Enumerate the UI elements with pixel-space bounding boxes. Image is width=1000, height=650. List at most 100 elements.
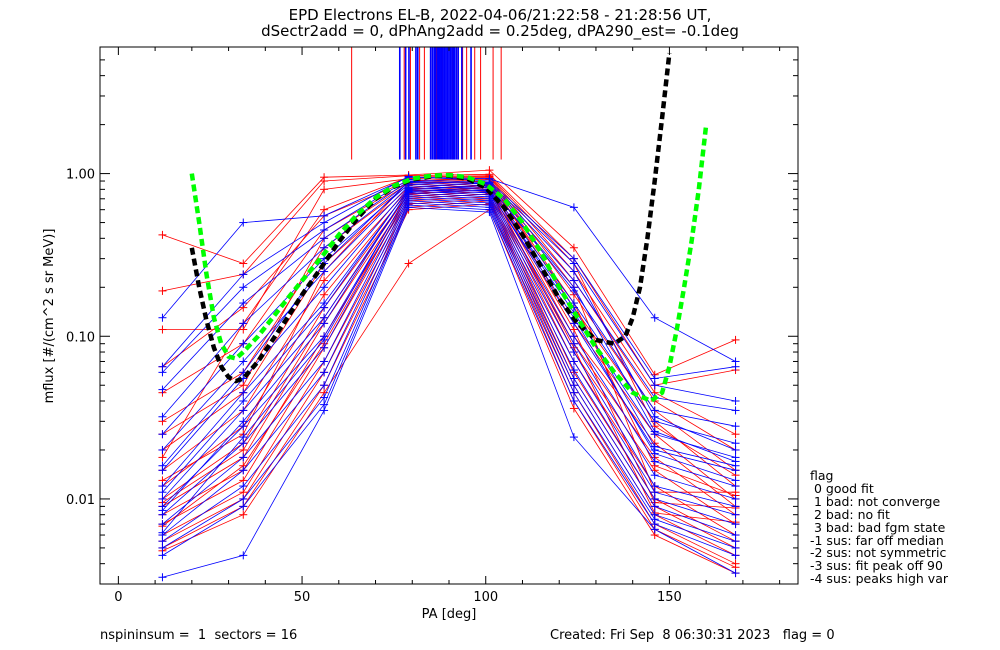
series-26-point-0 <box>158 412 167 421</box>
series-43-point-3 <box>404 188 413 197</box>
series-36-point-0 <box>158 537 167 546</box>
series-line-37 <box>162 202 736 549</box>
series-43-point-2 <box>320 335 329 344</box>
series-32-point-5 <box>569 348 578 357</box>
series-25-point-2 <box>320 234 329 243</box>
series-line-9 <box>162 188 736 525</box>
series-39-point-4 <box>485 208 494 217</box>
series-31-point-5 <box>569 339 578 348</box>
series-24-point-6 <box>650 381 659 390</box>
series-19-point-1 <box>239 381 248 390</box>
series-30-point-5 <box>569 332 578 341</box>
legend-item-3: 3 bad: bad fgm state <box>810 519 946 535</box>
series-43-point-7 <box>731 476 740 485</box>
chart-title-line1: EPD Electrons EL-B, 2022-04-06/21:22:58 … <box>288 6 712 24</box>
series-7-point-2 <box>320 276 329 285</box>
series-line-43 <box>162 191 736 533</box>
series-42-point-7 <box>731 461 740 470</box>
series-24-point-7 <box>731 396 740 405</box>
series-35-point-5 <box>569 374 578 383</box>
series-line-30 <box>162 188 736 487</box>
series-line-6 <box>162 182 736 500</box>
series-41-point-5 <box>569 283 578 292</box>
axis-layer: 0 50 100 150 0.01 0.10 1.00 <box>66 46 798 605</box>
series-line-0 <box>162 169 736 376</box>
series-43-point-1 <box>239 433 248 442</box>
series-25-point-0 <box>158 385 167 394</box>
series-42-point-2 <box>320 319 329 328</box>
series-31-point-6 <box>650 471 659 480</box>
series-39-point-1 <box>239 551 248 560</box>
series-line-23 <box>162 176 736 379</box>
series-42-point-0 <box>158 506 167 515</box>
x-tick-label-0: 0 <box>114 590 122 605</box>
series-line-33 <box>162 194 736 516</box>
series-34-point-0 <box>158 520 167 529</box>
series-1-point-0 <box>158 286 167 295</box>
series-line-24 <box>162 179 736 402</box>
footer-left: nspininsum = 1 sectors = 16 <box>100 628 298 643</box>
x-tick-label-2: 100 <box>473 590 498 605</box>
series-39-point-6 <box>650 525 659 534</box>
series-37-point-7 <box>731 543 740 552</box>
series-30-point-6 <box>650 457 659 466</box>
series-line-42 <box>162 189 736 511</box>
x-axis-label: PA [deg] <box>422 607 477 622</box>
series-line-39 <box>162 206 736 578</box>
green-fit-curve <box>189 124 709 404</box>
series-31-point-1 <box>239 406 248 415</box>
legend-item-0: 0 good fit <box>810 480 874 496</box>
legend-title: flag <box>810 468 834 483</box>
series-40-point-6 <box>650 412 659 421</box>
series-24-point-2 <box>320 226 329 235</box>
series-line-34 <box>162 196 736 525</box>
series-38-point-0 <box>158 551 167 560</box>
series-41-point-1 <box>239 396 248 405</box>
series-23-point-1 <box>239 270 248 279</box>
series-line-14 <box>162 200 736 565</box>
series-38-point-1 <box>239 502 248 511</box>
series-36-point-5 <box>569 381 578 390</box>
series-line-18 <box>162 175 736 476</box>
series-18-point-0 <box>158 453 167 462</box>
series-39-point-0 <box>158 573 167 582</box>
series-22-point-1 <box>239 218 248 227</box>
series-25-point-1 <box>239 299 248 308</box>
series-43-point-0 <box>158 528 167 537</box>
series-42-point-6 <box>650 442 659 451</box>
black-fit-curve <box>189 52 672 384</box>
series-0-point-7 <box>731 335 740 344</box>
series-33-point-5 <box>569 357 578 366</box>
series-line-35 <box>162 198 736 536</box>
series-31-point-7 <box>731 494 740 503</box>
series-28-point-0 <box>158 445 167 454</box>
series-39-point-3 <box>404 203 413 212</box>
series-40-point-0 <box>158 461 167 470</box>
series-28-point-2 <box>320 267 329 276</box>
series-34-point-2 <box>320 357 329 366</box>
series-27-point-7 <box>731 439 740 448</box>
series-34-point-7 <box>731 520 740 529</box>
series-36-point-7 <box>731 537 740 546</box>
series-line-5 <box>162 180 736 487</box>
chart-title-line2: dSectr2add = 0, dPhAng2add = 0.25deg, dP… <box>261 22 739 40</box>
series-line-32 <box>162 192 736 507</box>
series-27-point-1 <box>239 339 248 348</box>
series-33-point-2 <box>320 343 329 352</box>
series-2-point-0 <box>158 325 167 334</box>
legend-item-5: -2 sus: not symmetric <box>810 545 947 561</box>
series-23-point-7 <box>731 362 740 371</box>
y-axis-label: mflux [#/(cm^2 s sr MeV)] <box>42 229 57 404</box>
series-line-16 <box>162 209 736 574</box>
series-34-point-6 <box>650 494 659 503</box>
series-line-31 <box>162 190 736 500</box>
series-34-point-5 <box>569 366 578 375</box>
y-tick-label-0: 0.01 <box>66 493 95 508</box>
series-41-point-2 <box>320 303 329 312</box>
series-42-point-1 <box>239 417 248 426</box>
series-37-point-0 <box>158 543 167 552</box>
series-line-10 <box>162 190 736 536</box>
series-22-point-2 <box>320 211 329 220</box>
series-22-point-6 <box>650 313 659 322</box>
series-0-point-1 <box>239 259 248 268</box>
